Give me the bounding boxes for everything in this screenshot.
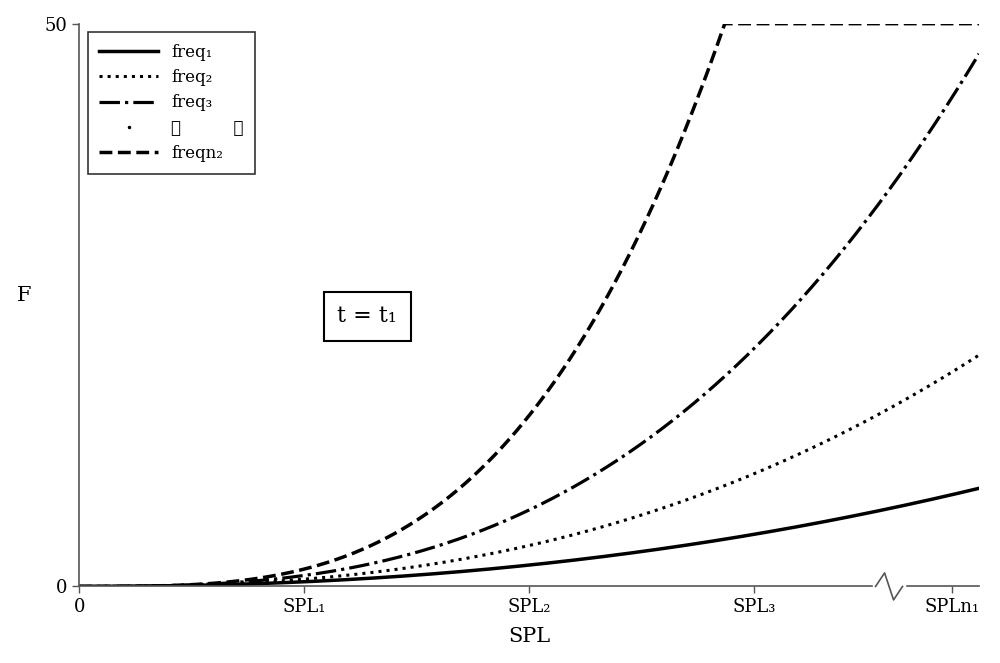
freq₂ [487,549,499,557]
freq₁ [973,485,985,493]
freq₂ [947,367,959,375]
freq₃ [511,512,523,520]
freq₃ [487,522,499,530]
freq₁ [119,582,131,590]
Line: freqn₂: freqn₂ [79,24,979,586]
Line: freq₁: freq₁ [79,489,979,586]
freq₁ [73,582,85,590]
freq₁ [487,565,499,573]
Line: freq₂: freq₂ [79,355,979,586]
freqn₂ [947,20,959,28]
freqn₂ [973,20,985,28]
freq₁ [947,491,959,499]
freq₂ [511,544,523,552]
freq₃ [973,50,985,58]
Y-axis label: F: F [17,286,31,305]
Line: freq₃: freq₃ [79,54,979,586]
freq₃ [782,310,794,318]
freq₁ [511,562,523,570]
freq₂ [782,455,794,463]
freqn₂ [511,426,523,434]
freq₂ [973,351,985,359]
freq₃ [119,582,131,590]
freq₁ [782,524,794,532]
freqn₂ [719,20,731,28]
freqn₂ [947,20,959,28]
freq₂ [119,582,131,590]
freqn₂ [119,582,131,590]
freq₂ [946,368,958,376]
freq₃ [947,92,959,100]
freqn₂ [782,20,794,28]
freq₃ [73,582,85,590]
freq₃ [946,93,958,101]
freqn₂ [73,582,85,590]
freqn₂ [487,453,499,461]
X-axis label: SPL: SPL [508,627,550,646]
Text: t = t₁: t = t₁ [337,305,397,328]
Legend: freq₁, freq₂, freq₃, ⋮          ⋮, freqn₂: freq₁, freq₂, freq₃, ⋮ ⋮, freqn₂ [88,32,255,174]
freq₁ [946,491,958,499]
freq₂ [73,582,85,590]
